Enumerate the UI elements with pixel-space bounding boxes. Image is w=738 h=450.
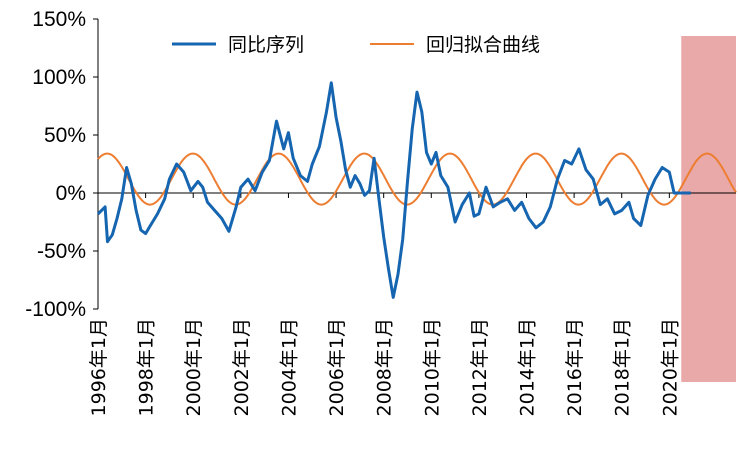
y-tick-label: 150%	[32, 8, 86, 31]
x-tick-label: 2010年1月	[421, 318, 443, 416]
legend: 同比序列 回归拟合曲线	[172, 34, 540, 56]
x-tick-label: 2000年1月	[183, 318, 205, 416]
x-tick-label: 1996年1月	[88, 318, 110, 416]
x-tick-label: 2002年1月	[231, 318, 253, 416]
x-tick-label: 2014年1月	[517, 318, 539, 416]
series-line-yoy	[96, 81, 691, 299]
y-tick-label: 0%	[56, 182, 86, 205]
x-tick-label: 2016年1月	[564, 318, 586, 416]
x-tick-label: 2020年1月	[659, 318, 681, 416]
forecast-highlight-band	[681, 36, 736, 382]
x-tick-label: 2018年1月	[612, 318, 634, 416]
x-tick-label: 2008年1月	[374, 318, 396, 416]
y-tick-label: 100%	[32, 66, 86, 89]
x-axis: 1996年1月 1998年1月 2000年1月 2002年1月 2004年1月 2006年…	[88, 192, 736, 416]
y-tick-label: -100%	[25, 298, 86, 321]
y-tick-label: 50%	[44, 124, 86, 147]
legend-label-yoy: 同比序列	[228, 34, 304, 56]
x-tick-label: 2012年1月	[469, 318, 491, 416]
y-axis: 150% 100% 50% 0% -50% -100%	[25, 8, 99, 321]
x-tick-label: 2004年1月	[278, 318, 300, 416]
series-lines	[96, 81, 737, 299]
x-tick-label: 2006年1月	[326, 318, 348, 416]
series-line-regression-fit	[97, 152, 737, 206]
y-tick-label: -50%	[37, 240, 86, 263]
legend-label-fit: 回归拟合曲线	[426, 34, 540, 56]
x-tick-label: 1998年1月	[136, 318, 158, 416]
